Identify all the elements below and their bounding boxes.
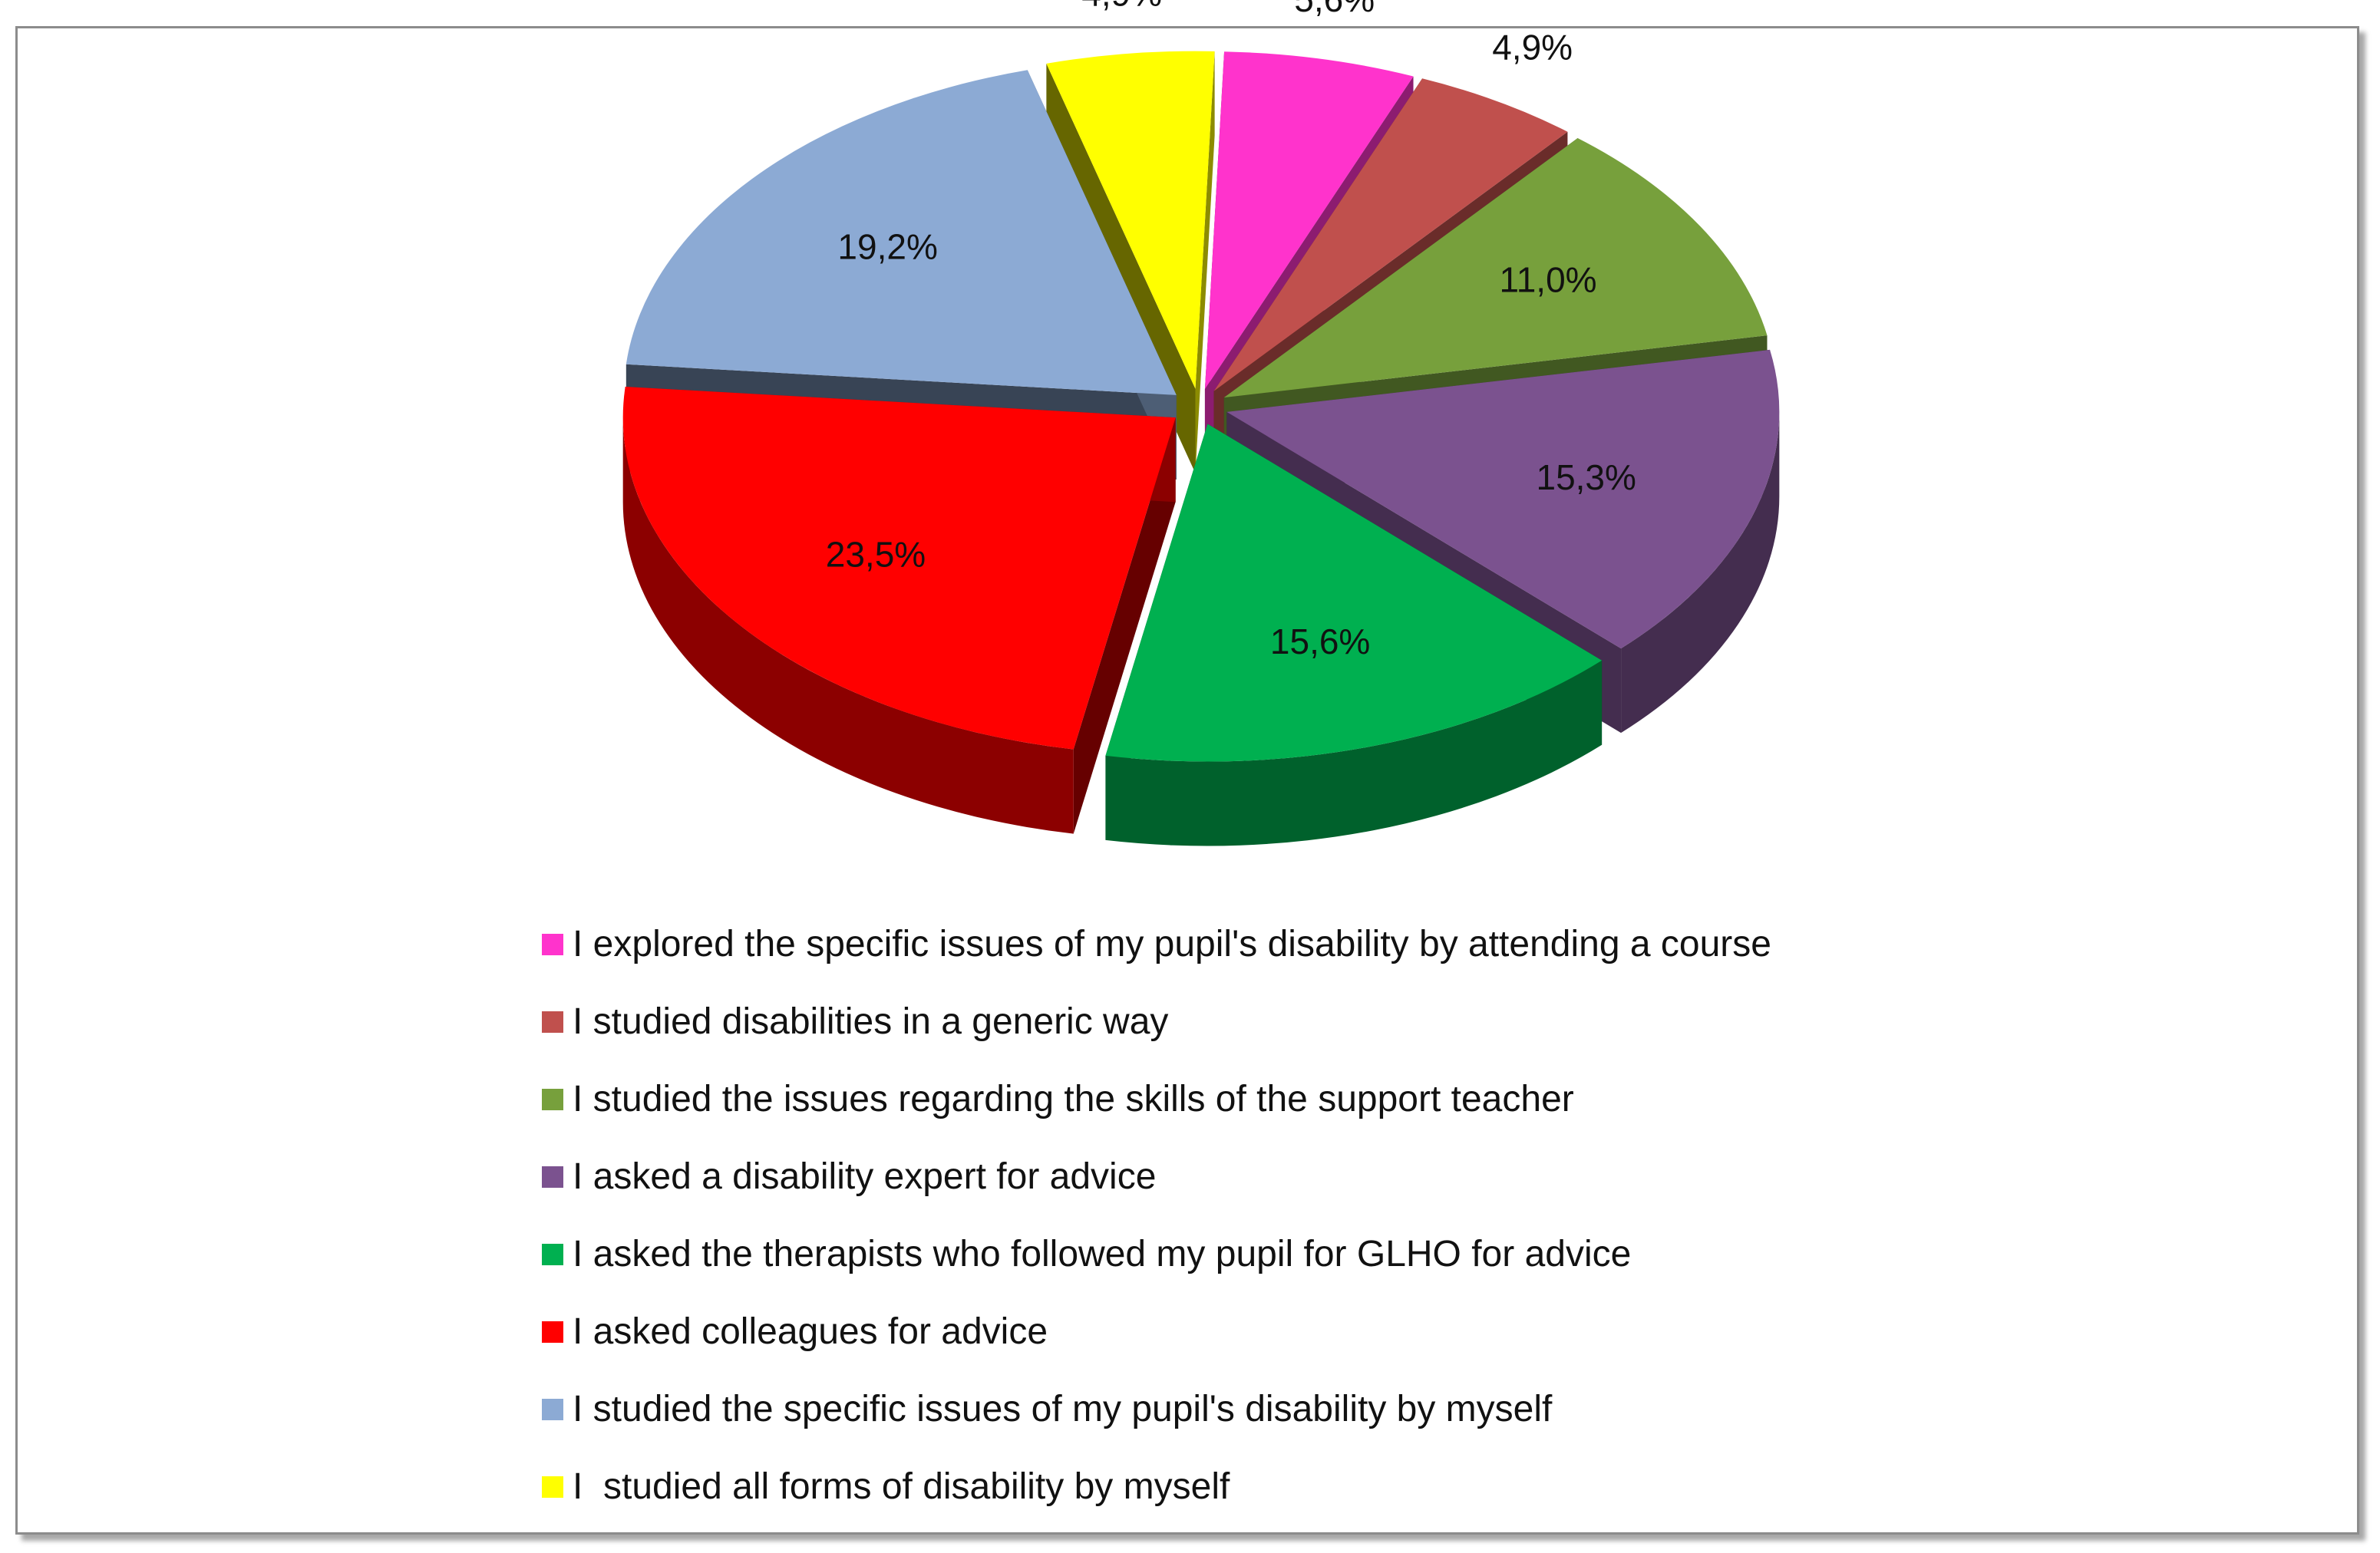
legend-item-7: I studied all forms of disability by mys… xyxy=(542,1448,2307,1525)
pie-slice-2 xyxy=(1223,138,1768,398)
slice-label-0: 5,6% xyxy=(1294,0,1375,19)
slice-label-1: 4,9% xyxy=(1492,27,1573,67)
pie-tops xyxy=(622,51,1780,762)
pie-slice-0 xyxy=(1204,51,1414,389)
slice-side-3-0 xyxy=(1621,411,1780,734)
slice-label-3: 15,3% xyxy=(1536,457,1636,497)
slice-label-6: 19,2% xyxy=(837,226,937,266)
pie-labels: 5,6% 4,9% 11,0% 15,3% 15,6% 23,5% 19,2% 4,9% xyxy=(826,0,1636,661)
legend-swatch-7 xyxy=(542,1476,563,1498)
legend-label-3: I asked a disability expert for advice xyxy=(573,1156,1157,1197)
legend-swatch-5 xyxy=(542,1321,563,1343)
pie-slice-1 xyxy=(1213,78,1568,391)
legend-item-3: I asked a disability expert for advice xyxy=(542,1138,2307,1215)
legend-swatch-3 xyxy=(542,1166,563,1188)
legend-label-2: I studied the issues regarding the skill… xyxy=(573,1079,1574,1119)
legend-item-4: I asked the therapists who followed my p… xyxy=(542,1215,2307,1293)
pie-slice-7 xyxy=(1046,51,1215,389)
legend-label-6: I studied the specific issues of my pupi… xyxy=(573,1389,1553,1429)
legend: I explored the specific issues of my pup… xyxy=(542,905,2307,1525)
slice-wall-7-1 xyxy=(1195,51,1215,473)
legend-item-6: I studied the specific issues of my pupi… xyxy=(542,1370,2307,1448)
legend-item-0: I explored the specific issues of my pup… xyxy=(542,905,2307,983)
slice-side-4-0 xyxy=(1105,660,1603,846)
legend-swatch-0 xyxy=(542,933,563,955)
pie-slice-4 xyxy=(1105,424,1603,762)
legend-item-2: I studied the issues regarding the skill… xyxy=(542,1060,2307,1138)
legend-item-5: I asked colleagues for advice xyxy=(542,1293,2307,1370)
legend-swatch-6 xyxy=(542,1398,563,1420)
legend-label-4: I asked the therapists who followed my p… xyxy=(573,1234,1632,1274)
legend-swatch-1 xyxy=(542,1011,563,1033)
legend-swatch-4 xyxy=(542,1243,563,1265)
pie-slice-5 xyxy=(622,387,1176,750)
slice-label-2: 11,0% xyxy=(1500,260,1597,300)
slice-label-7: 4,9% xyxy=(1081,0,1162,13)
legend-item-1: I studied disabilities in a generic way xyxy=(542,983,2307,1060)
legend-label-0: I explored the specific issues of my pup… xyxy=(573,924,1771,964)
slice-wall-5-0 xyxy=(1073,417,1176,834)
legend-label-1: I studied disabilities in a generic way xyxy=(573,1001,1169,1042)
slice-label-4: 15,6% xyxy=(1270,622,1370,661)
pie-slice-6 xyxy=(626,70,1177,395)
pie-slice-3 xyxy=(1226,349,1780,649)
slice-label-5: 23,5% xyxy=(826,535,926,575)
legend-label-5: I asked colleagues for advice xyxy=(573,1311,1048,1352)
legend-swatch-2 xyxy=(542,1088,563,1110)
legend-label-7: I studied all forms of disability by mys… xyxy=(573,1466,1230,1507)
slice-side-5-0 xyxy=(622,417,1074,834)
